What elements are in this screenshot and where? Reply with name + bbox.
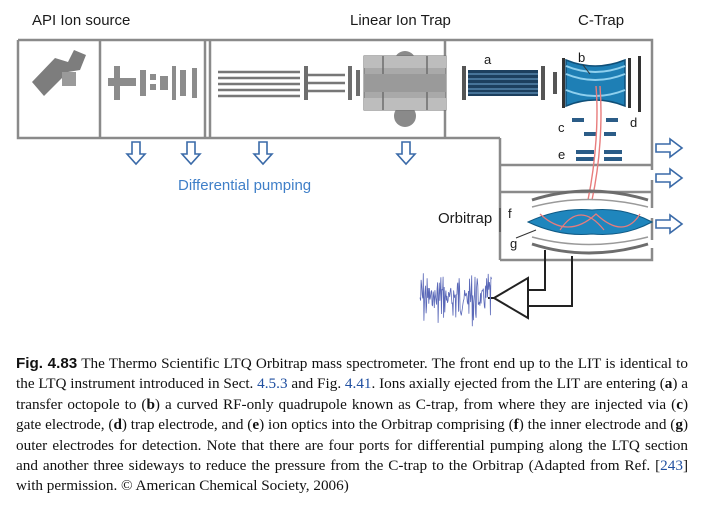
key-letter: e [252,416,260,434]
key-letter: a [664,375,673,393]
pump-arrow-down-icon [180,141,202,166]
ion-path [587,85,602,201]
c-trap [562,58,631,108]
transfer-octopole [462,66,557,100]
figure-caption: Fig. 4.83 The Thermo Scientific LTQ Orbi… [16,354,688,497]
trap-electrode [638,56,641,112]
pump-arrow-down-icon [125,141,147,166]
pump-arrow-side-icon [655,137,684,159]
citation-ref-link[interactable]: 243 [660,457,683,475]
figure-number: Fig. 4.83 [16,355,78,372]
caption-text: . Ions axially ejected from the LIT are … [371,375,665,393]
key-letter: c [676,395,683,413]
key-letter: g [675,416,683,434]
caption-text: ] with permission. © American Chemical S… [16,457,688,495]
caption-text: ) a curved RF-only quadrupole known as C… [154,395,677,413]
caption-text: ) ion optics into the Orbitrap comprisin… [259,416,514,434]
orbitrap-schematic: API Ion source Linear Ion Trap C-Trap [16,12,684,327]
orbitrap-analyzer [526,189,654,255]
differential-pumping-label: Differential pumping [178,177,311,194]
label-g: g [510,236,517,251]
label-b: b [578,50,585,65]
pump-arrow-down-icon [395,141,417,166]
api-ion-source-label: API Ion source [32,12,130,29]
pump-arrow-down-icon [252,141,274,166]
ion-optics [576,132,622,161]
c-trap-label: C-Trap [578,12,624,29]
caption-text: ) the inner electrode and ( [518,416,676,434]
label-f: f [508,206,512,221]
figure-ref-link[interactable]: 4.41 [344,375,372,393]
key-letter: f [513,416,519,434]
pump-arrows-side [655,137,684,235]
pump-arrow-side-icon [655,167,684,189]
label-a: a [484,52,492,67]
pump-arrow-side-icon [655,213,684,235]
transient-signal [419,273,492,327]
key-letter: b [146,395,155,413]
section-ref-link[interactable]: 4.5.3 [257,375,288,393]
detection-wiring [488,250,573,320]
caption-text: The Thermo Scientific LTQ Orbitrap mass … [16,355,689,393]
caption-text: and Fig. [287,375,345,393]
label-c: c [558,120,565,135]
ion-guide-multipoles [218,70,345,98]
caption-text: ) outer electrodes for detection. Note t… [16,416,688,475]
linear-ion-trap-label: Linear Ion Trap [350,12,451,29]
pump-arrows-down [125,141,417,166]
label-e: e [558,147,565,162]
front-end-optics [108,66,197,100]
ion-guide-lenses [304,66,360,100]
key-letter: d [113,416,122,434]
orbitrap-label: Orbitrap [438,210,492,227]
label-d: d [630,115,637,130]
linear-ion-trap [363,51,447,127]
gate-electrode [572,118,618,122]
caption-text: ) trap electrode, and ( [121,416,253,434]
api-source-probe [32,50,86,96]
caption-text: ) gate electrode, ( [16,395,688,434]
caption-text: ) a transfer octopole to ( [16,375,688,413]
